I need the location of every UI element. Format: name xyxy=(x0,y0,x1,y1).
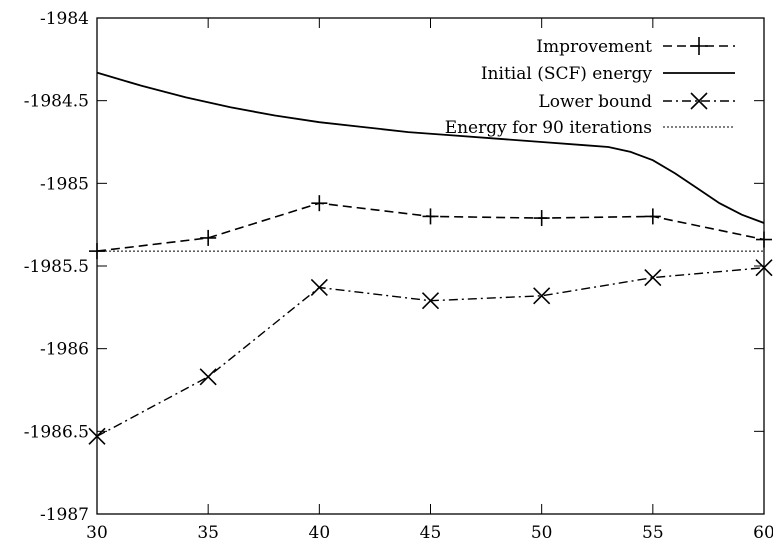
series-2-point-6 xyxy=(755,259,773,277)
y-tick-label-5: -1986.5 xyxy=(24,422,89,442)
y-tick-label-0: -1984 xyxy=(40,9,89,29)
series-2-point-4 xyxy=(533,287,551,305)
axes: 30 35 40 45 50 55 60 -1984 -1984.5 -1985 -1985.5 -1… xyxy=(24,9,773,543)
y-tick-label-1: -1984.5 xyxy=(24,92,89,112)
series-layer xyxy=(88,71,773,445)
legend: Improvement Initial (SCF) energy Lower bou… xyxy=(445,37,735,138)
y-tick-label-2: -1985 xyxy=(40,174,89,194)
series-0-point-5 xyxy=(644,208,661,225)
series-0-point-2 xyxy=(311,195,328,212)
x-tick-label-0: 30 xyxy=(86,523,108,543)
series-0-point-1 xyxy=(200,229,217,246)
legend-marker-2 xyxy=(690,92,708,110)
series-0-point-6 xyxy=(756,231,772,248)
legend-label-2: Lower bound xyxy=(538,92,652,112)
legend-label-3: Energy for 90 iterations xyxy=(445,118,652,138)
x-tick-label-3: 45 xyxy=(420,523,442,543)
series-2-point-3 xyxy=(421,292,440,310)
series-2-point-2 xyxy=(310,278,328,297)
x-tick-label-2: 40 xyxy=(309,523,331,543)
legend-marker-0 xyxy=(690,37,708,55)
legend-label-0: Improvement xyxy=(536,37,652,57)
series-2-point-5 xyxy=(644,269,662,287)
x-tick-label-6: 60 xyxy=(753,523,773,543)
x-tick-label-1: 35 xyxy=(197,523,219,543)
y-tick-label-6: -1987 xyxy=(40,505,89,525)
y-tick-label-3: -1985.5 xyxy=(24,257,89,277)
series-line-1 xyxy=(96,71,765,224)
series-0-point-3 xyxy=(422,208,439,225)
series-2-point-0 xyxy=(88,427,106,445)
series-2-point-1 xyxy=(199,368,217,386)
series-line-2 xyxy=(96,267,765,437)
y-tick-label-4: -1986 xyxy=(40,340,89,360)
series-0-point-4 xyxy=(533,210,550,227)
legend-label-1: Initial (SCF) energy xyxy=(481,64,653,84)
plot-frame xyxy=(96,17,765,515)
x-tick-label-4: 50 xyxy=(531,523,553,543)
x-tick-label-5: 55 xyxy=(642,523,664,543)
